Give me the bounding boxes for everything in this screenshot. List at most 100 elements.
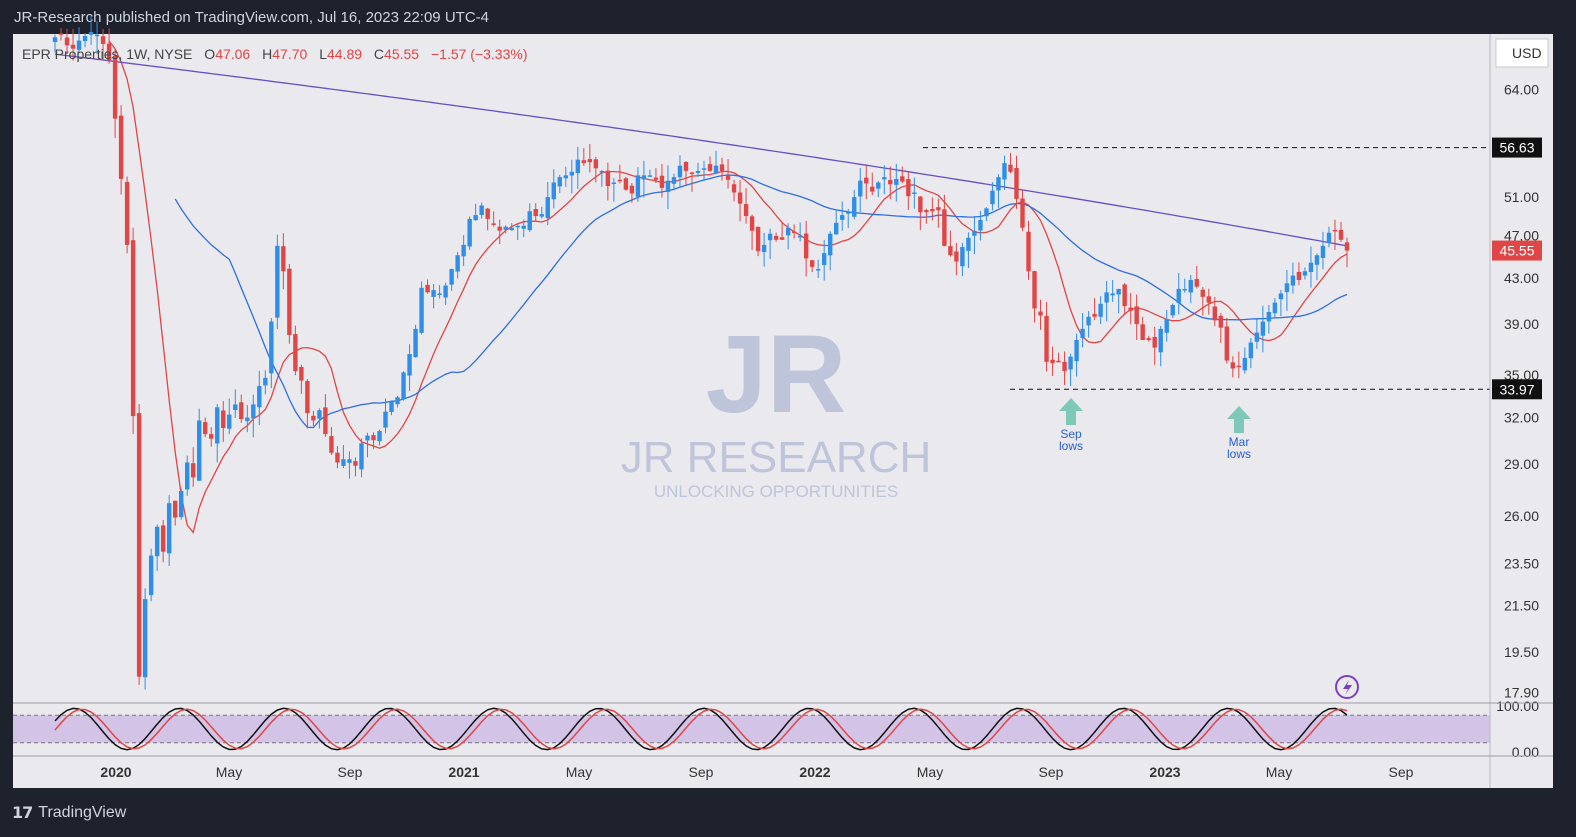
candle	[467, 216, 472, 250]
candle-body	[299, 367, 304, 381]
candle	[1320, 231, 1326, 270]
candle-body	[653, 177, 659, 180]
candle	[533, 203, 538, 222]
candle-body	[1326, 232, 1332, 243]
candle	[912, 177, 917, 209]
tradingview-logo[interactable]: 17 TradingView	[12, 803, 126, 822]
legend-open-value: 47.06	[215, 46, 250, 62]
sep-lows-annotation-text: lows	[1059, 439, 1083, 453]
candle	[1056, 352, 1061, 363]
candle-body	[136, 413, 142, 677]
candle-body	[1290, 275, 1296, 286]
candle	[251, 394, 256, 438]
candle	[611, 178, 617, 202]
candle	[1182, 278, 1187, 293]
candle-body	[461, 244, 466, 257]
candle	[353, 457, 358, 477]
price-tick-label: 39.00	[1504, 316, 1539, 332]
candle-body	[1260, 321, 1266, 336]
candle-body	[1122, 284, 1127, 307]
candle	[846, 208, 851, 229]
publish-header: JR-Research published on TradingView.com…	[0, 0, 1576, 34]
candle	[185, 455, 190, 496]
candle-body	[371, 435, 376, 441]
candle	[509, 223, 514, 231]
time-tick-label: May	[1266, 764, 1292, 780]
candle-body	[1014, 167, 1019, 199]
oscillator-k-line	[54, 707, 1348, 751]
candle	[383, 398, 388, 434]
candle-body	[1272, 302, 1278, 314]
chart-pane[interactable]	[13, 34, 1553, 788]
candle	[389, 401, 394, 416]
lightning-icon[interactable]	[1335, 675, 1359, 699]
candle-body	[1146, 338, 1151, 341]
candle	[431, 284, 436, 309]
candle	[221, 401, 226, 442]
candle	[593, 156, 599, 183]
candle	[209, 427, 214, 447]
tradingview-mark-icon: 17	[12, 803, 33, 822]
candle	[515, 224, 520, 241]
candle-body	[755, 226, 761, 252]
candle	[1344, 237, 1350, 268]
legend-change: −1.57 (−3.33%)	[431, 46, 528, 62]
candle-body	[858, 180, 863, 197]
candle	[545, 181, 550, 226]
candle	[695, 162, 701, 177]
legend-high-value: 47.70	[272, 46, 307, 62]
candle	[1080, 313, 1085, 348]
candle-body	[1344, 242, 1350, 251]
candle	[876, 181, 881, 198]
candle	[64, 28, 70, 54]
candle-body	[906, 179, 911, 197]
candle-body	[1230, 362, 1236, 369]
candle	[124, 176, 130, 254]
legend-close-label: C	[374, 46, 384, 62]
candle	[341, 445, 346, 469]
candle	[1176, 273, 1181, 315]
candle	[257, 370, 262, 426]
candle-body	[695, 170, 701, 173]
candle-body	[305, 381, 310, 414]
candle	[154, 524, 160, 571]
candle	[1158, 325, 1163, 367]
publish-header-text: JR-Research published on TradingView.com…	[14, 9, 489, 26]
candle-body	[1050, 359, 1055, 364]
price-tick-label: 32.00	[1504, 410, 1539, 426]
candle	[683, 161, 689, 185]
candle	[791, 224, 797, 239]
candle-body	[209, 434, 214, 439]
candle-body	[359, 443, 364, 470]
candle-body	[1080, 328, 1085, 338]
candle-body	[185, 462, 190, 490]
candle	[779, 222, 785, 240]
candle	[142, 588, 148, 690]
candle	[767, 228, 773, 260]
candle	[665, 165, 671, 210]
candle-body	[491, 223, 496, 225]
candle-body	[960, 246, 965, 267]
candle	[671, 173, 677, 191]
candle	[293, 325, 298, 376]
candle	[491, 211, 496, 227]
candle	[263, 370, 268, 395]
candle	[94, 21, 100, 54]
candle-body	[719, 164, 725, 171]
candle	[1068, 353, 1073, 387]
time-tick-label: 2023	[1149, 764, 1180, 780]
candle	[707, 156, 713, 172]
candle-body	[545, 197, 550, 218]
currency-button[interactable]: USD	[1495, 38, 1549, 68]
candle-body	[767, 233, 773, 241]
candle-body	[1302, 271, 1308, 276]
time-tick-label: Sep	[338, 764, 363, 780]
candle-body	[1266, 312, 1272, 322]
candle-body	[251, 404, 256, 419]
candle-body	[1320, 245, 1326, 258]
candle	[197, 408, 202, 481]
candle-body	[587, 159, 593, 163]
candle-body	[335, 452, 340, 463]
candle-body	[118, 115, 124, 179]
